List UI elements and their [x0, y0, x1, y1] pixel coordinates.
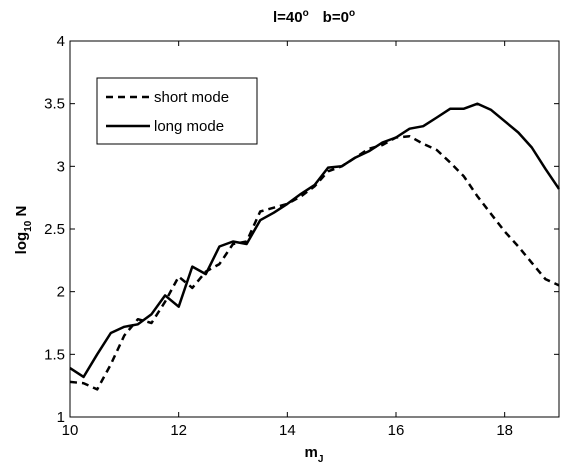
x-tick-label: 16: [388, 422, 405, 439]
chart-title: l=40o b=0o: [273, 8, 355, 26]
y-tick-label: 2: [57, 284, 65, 301]
y-axis-label-subscript: 10: [23, 220, 34, 232]
y-axis-label: log10 N: [13, 206, 34, 255]
legend-label-short-mode: short mode: [154, 89, 229, 106]
title-l-superscript: o: [303, 8, 309, 19]
y-tick-label: 3.5: [44, 96, 65, 113]
y-tick-label: 4: [57, 33, 65, 50]
x-tick-label: 14: [279, 422, 296, 439]
title-b-label: b=0: [323, 9, 349, 26]
x-axis-label-subscript: J: [318, 454, 324, 465]
y-tick-label: 1.5: [44, 346, 65, 363]
x-axis-label: mJ: [305, 444, 324, 465]
legend: short mode long mode: [96, 77, 258, 145]
series-line-short-mode: [69, 135, 560, 391]
y-tick-label: 1: [57, 409, 65, 426]
x-axis-label-main: m: [305, 444, 318, 461]
plot-frame: [69, 40, 560, 418]
series-layer: [69, 102, 561, 391]
x-tick-label: 12: [170, 422, 187, 439]
legend-label-long-mode: long mode: [154, 118, 224, 135]
legend-box: [96, 77, 258, 145]
y-tick-label: 3: [57, 158, 65, 175]
ticks-group: 10 12 14 16 18 1 1.5 2 2.5 3 3.5 4: [44, 33, 559, 439]
title-l-label: l=40: [273, 9, 303, 26]
title-b-superscript: o: [349, 8, 355, 19]
y-tick-label: 2.5: [44, 221, 65, 238]
x-tick-label: 18: [496, 422, 513, 439]
x-tick-label: 10: [62, 422, 79, 439]
y-axis-label-tail: N: [13, 206, 30, 221]
y-axis-label-main: log: [13, 232, 30, 255]
series-line-long-mode: [69, 102, 561, 379]
